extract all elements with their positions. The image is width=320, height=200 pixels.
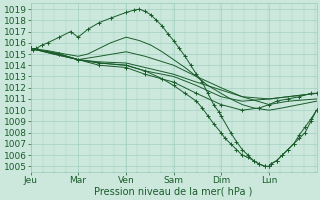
X-axis label: Pression niveau de la mer( hPa ): Pression niveau de la mer( hPa ) — [94, 187, 253, 197]
